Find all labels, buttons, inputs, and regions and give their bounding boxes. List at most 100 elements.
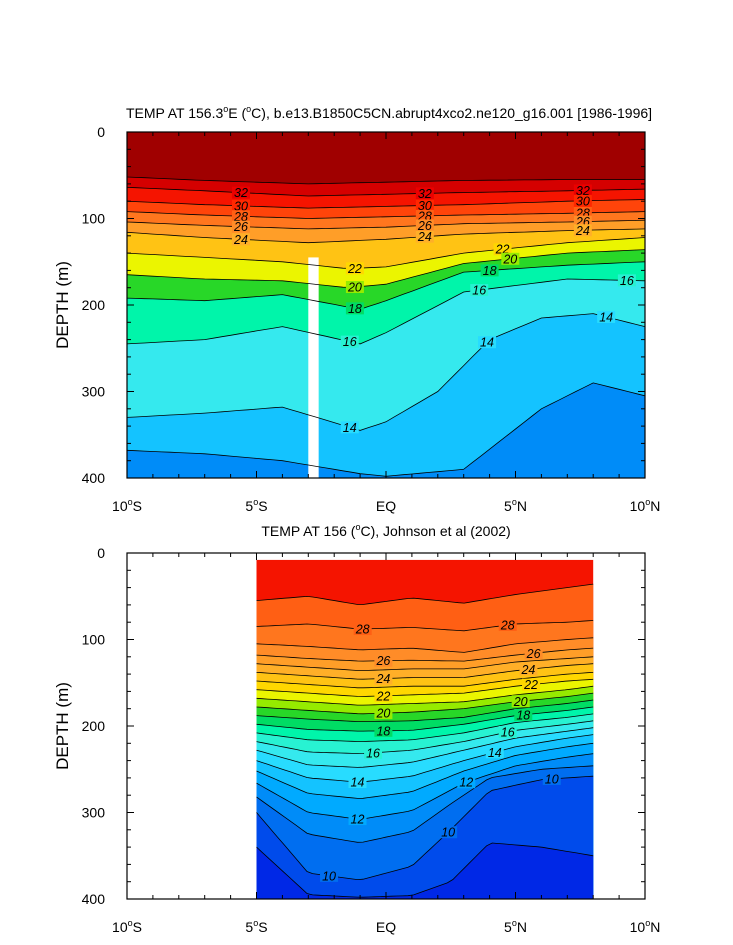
bottom-chart-title: TEMP AT 156 (oC), Johnson et al (2002) bbox=[261, 522, 510, 539]
top-contour-label-bg bbox=[231, 220, 250, 233]
top-contour-34 bbox=[127, 176, 645, 185]
bottom-contour-10 bbox=[256, 775, 594, 881]
bottom-contour-label: 10 bbox=[441, 826, 455, 840]
top-y-tick-label: 100 bbox=[82, 211, 106, 227]
top-contour-label-bg bbox=[231, 210, 250, 223]
top-contour-30 bbox=[127, 199, 645, 209]
bottom-contour-label-bg bbox=[374, 689, 393, 702]
bottom-contour-label: 22 bbox=[523, 678, 538, 692]
top-contour-label: 16 bbox=[472, 284, 486, 298]
top-x-tick-label: 5oN bbox=[504, 497, 527, 514]
top-contour-14 bbox=[127, 313, 645, 431]
top-contour-label: 32 bbox=[418, 187, 432, 201]
top-y-tick-label: 400 bbox=[82, 470, 106, 486]
bottom-contour-label-bg bbox=[498, 618, 517, 631]
top-contour-32 bbox=[127, 187, 645, 197]
top-contour-label-bg bbox=[573, 224, 592, 237]
bottom-contour-25 bbox=[256, 656, 594, 671]
bottom-contour-9 bbox=[256, 842, 594, 898]
bottom-contour-17 bbox=[256, 713, 594, 742]
top-contour-label-bg bbox=[617, 274, 636, 287]
top-contour-label: 24 bbox=[417, 230, 432, 244]
bottom-panel: TEMP AT 156 (oC), Johnson et al (2002) D… bbox=[53, 522, 660, 935]
top-contour-label: 22 bbox=[347, 262, 362, 276]
bottom-contour-14 bbox=[256, 734, 594, 783]
bottom-contour-label: 16 bbox=[366, 746, 380, 760]
top-x-tick-label: 10oS bbox=[112, 497, 142, 514]
top-contour-18 bbox=[127, 261, 645, 310]
top-contour-label-bg bbox=[415, 209, 434, 222]
top-x-tick-label: EQ bbox=[376, 498, 396, 514]
bottom-x-tick-label: 5oS bbox=[245, 918, 267, 935]
bottom-contour-label-bg bbox=[498, 726, 517, 739]
top-contour-label: 24 bbox=[233, 233, 248, 247]
bottom-contour-label-bg bbox=[457, 776, 476, 789]
top-contour-label: 20 bbox=[347, 281, 362, 295]
bottom-contour-label: 28 bbox=[355, 623, 370, 637]
top-contour-label: 28 bbox=[233, 210, 248, 224]
top-contour-label-bg bbox=[345, 302, 364, 315]
bottom-contour-label-bg bbox=[522, 678, 541, 691]
bottom-contour-label-bg bbox=[374, 672, 393, 685]
top-contour-label: 18 bbox=[483, 264, 497, 278]
top-contour-label: 14 bbox=[343, 421, 357, 435]
bottom-contour-label: 14 bbox=[351, 776, 365, 790]
bottom-contour-label-bg bbox=[511, 695, 530, 708]
top-contour-label: 30 bbox=[234, 199, 248, 213]
top-contour-label-bg bbox=[415, 219, 434, 232]
top-x-tick-label: 10oN bbox=[630, 497, 661, 514]
bottom-contour-label: 20 bbox=[375, 707, 390, 721]
bottom-contour-label: 10 bbox=[322, 869, 336, 883]
bottom-contour-label-bg bbox=[348, 813, 367, 826]
bottom-contour-label-bg bbox=[374, 707, 393, 720]
bottom-contour-28 bbox=[256, 620, 594, 632]
top-contour-label-bg bbox=[493, 243, 512, 256]
bottom-contour-label-bg bbox=[374, 654, 393, 667]
top-contour-22 bbox=[127, 237, 645, 269]
bottom-y-tick-label: 200 bbox=[82, 718, 106, 734]
top-contour-label-bg bbox=[415, 230, 434, 243]
bottom-y-tick-label: 0 bbox=[97, 545, 105, 561]
top-y-tick-label: 0 bbox=[97, 124, 105, 140]
bottom-contour-label: 24 bbox=[520, 663, 535, 677]
top-x-tick-label: 5oS bbox=[245, 497, 267, 514]
top-contour-label-bg bbox=[597, 310, 616, 323]
top-contour-label-bg bbox=[478, 336, 497, 349]
top-contour-label: 16 bbox=[620, 274, 634, 288]
bottom-x-tick-label: 5oN bbox=[504, 918, 527, 935]
top-panel: TEMP AT 156.3oE (oC), b.e13.B1850C5CN.ab… bbox=[53, 104, 660, 514]
top-contour-label-bg bbox=[470, 284, 489, 297]
bottom-contour-label: 26 bbox=[526, 647, 541, 661]
top-contour-label: 20 bbox=[502, 252, 517, 266]
bottom-contour-13 bbox=[256, 742, 594, 799]
top-contour-label: 30 bbox=[418, 199, 432, 213]
bottom-contour-label-bg bbox=[519, 663, 538, 676]
bottom-band-9 bbox=[256, 843, 594, 899]
top-contour-label-bg bbox=[415, 187, 434, 200]
top-contour-label: 14 bbox=[480, 336, 494, 350]
bottom-contour-label: 12 bbox=[351, 813, 365, 827]
bottom-contour-label: 10 bbox=[545, 772, 559, 786]
bottom-contour-label-bg bbox=[348, 776, 367, 789]
bottom-y-tick-label: 100 bbox=[82, 632, 106, 648]
bottom-contour-11 bbox=[256, 765, 594, 843]
top-chart-title: TEMP AT 156.3oE (oC), b.e13.B1850C5CN.ab… bbox=[126, 104, 652, 121]
top-y-tick-label: 200 bbox=[82, 297, 106, 313]
top-contour-label-bg bbox=[415, 199, 434, 212]
bottom-contour-label: 12 bbox=[459, 776, 473, 790]
bottom-contour-12 bbox=[256, 753, 594, 820]
bottom-contour-label: 26 bbox=[375, 654, 390, 668]
top-contour-label-bg bbox=[573, 184, 592, 197]
top-contour-20 bbox=[127, 249, 645, 288]
top-contour-label-bg bbox=[231, 233, 250, 246]
top-y-tick-label: 300 bbox=[82, 384, 106, 400]
bottom-x-tick-label: EQ bbox=[376, 919, 396, 935]
bottom-y-tick-label: 400 bbox=[82, 891, 106, 907]
bottom-contour-18 bbox=[256, 706, 594, 732]
bottom-contour-label-bg bbox=[524, 647, 543, 660]
top-contour-label: 26 bbox=[233, 220, 248, 234]
bottom-contour-label-bg bbox=[374, 724, 393, 737]
bottom-contour-label: 28 bbox=[500, 618, 515, 632]
top-missing-data-band bbox=[308, 257, 319, 478]
